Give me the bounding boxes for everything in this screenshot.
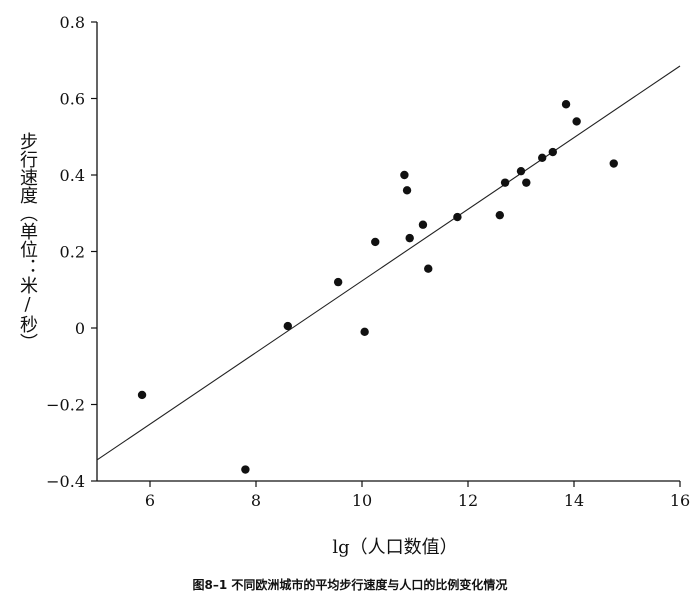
data-point xyxy=(424,264,433,273)
data-point xyxy=(538,153,547,162)
y-tick-label: 0.6 xyxy=(60,90,85,109)
data-point xyxy=(572,117,581,126)
data-point xyxy=(405,233,414,243)
data-point xyxy=(371,237,380,247)
trendline xyxy=(96,65,681,461)
x-tick-label: 12 xyxy=(458,491,478,510)
x-tick-label: 8 xyxy=(251,491,261,510)
data-points xyxy=(137,100,618,474)
y-tick-label: 0.8 xyxy=(60,13,85,32)
y-tick-label: −0.4 xyxy=(46,472,85,491)
tick-labels: 6 8 10 12 14 16 −0.4 −0.2 0 0.2 0.4 0.6 0.8 xyxy=(46,13,690,510)
figure-caption: 图8–1 不同欧洲城市的平均步行速度与人口的比例变化情况 xyxy=(192,578,508,592)
data-point xyxy=(360,327,369,337)
y-tick-label: 0.2 xyxy=(60,243,85,262)
data-point xyxy=(495,210,504,220)
data-point xyxy=(516,166,526,176)
trendline-group xyxy=(96,65,681,461)
x-tick-label: 10 xyxy=(352,491,372,510)
data-point xyxy=(453,212,462,222)
x-axis-title: lg（人口数值） xyxy=(332,537,457,558)
x-tick-label: 6 xyxy=(145,491,155,510)
data-point xyxy=(561,100,571,109)
data-point xyxy=(609,159,618,168)
data-point xyxy=(500,178,510,187)
axes xyxy=(91,21,681,487)
data-point xyxy=(522,178,531,187)
data-point xyxy=(400,170,409,180)
x-tick-label: 14 xyxy=(564,491,584,510)
data-point xyxy=(333,277,343,287)
x-tick-label: 16 xyxy=(670,491,690,510)
y-axis-title: 步行速度（单位：米/秒） xyxy=(17,132,38,351)
data-point xyxy=(283,321,292,331)
data-point xyxy=(241,465,250,474)
y-tick-label: −0.2 xyxy=(46,396,85,415)
y-tick-label: 0.4 xyxy=(60,166,85,185)
data-point xyxy=(418,220,428,229)
data-point xyxy=(402,186,412,195)
y-tick-label: 0 xyxy=(75,319,85,338)
data-point xyxy=(548,147,557,157)
data-point xyxy=(137,390,147,400)
